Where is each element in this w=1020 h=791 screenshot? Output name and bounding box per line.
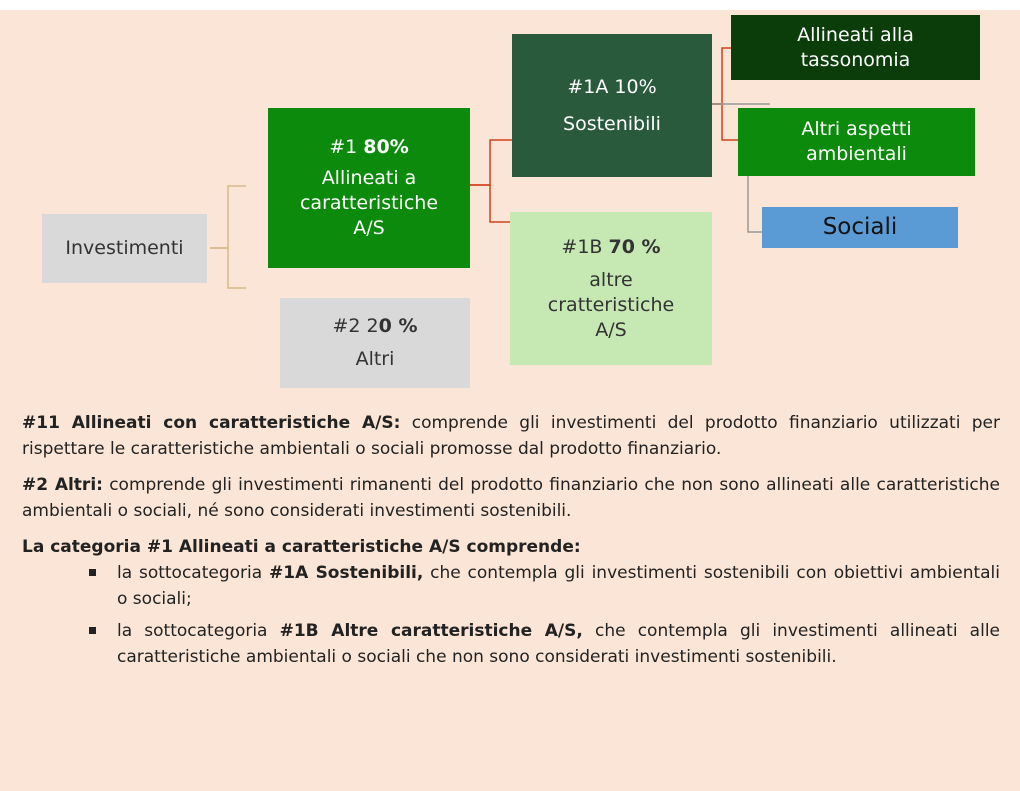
bullet: la sottocategoria #1B Altre caratteristi…	[89, 618, 1000, 670]
label: Altri aspetti	[801, 118, 912, 140]
code: #1B	[561, 235, 603, 258]
node: Investimenti	[42, 214, 207, 283]
bold: La categoria #1 Allineati a caratteristi…	[22, 537, 581, 557]
label: #2 20 %	[332, 314, 417, 339]
connectors	[210, 47, 770, 289]
pct: 0 %	[378, 315, 418, 337]
label: A/S	[595, 318, 627, 341]
label: #1A 10%	[567, 75, 657, 98]
pct: 80%	[363, 136, 409, 158]
bold: #2 Altri:	[22, 475, 103, 495]
node: #1B 70 % altre cratteristiche A/S	[510, 212, 712, 365]
label: #1 80%	[329, 135, 409, 160]
node: Altri aspetti ambientali	[738, 108, 975, 176]
node: Allineati alla tassonomia	[731, 15, 980, 80]
description: #11 Allineati con caratteristiche A/S: c…	[22, 410, 1000, 676]
node: #2 20 % Altri	[280, 298, 470, 388]
bold: #1B Altre caratteristiche A/S,	[279, 621, 583, 641]
label: A/S	[353, 217, 385, 239]
text: che contempla gli investimenti allineati…	[117, 621, 1000, 667]
code: #2 2	[332, 315, 379, 337]
bullet-list: la sottocategoria #1A Sostenibili, che c…	[22, 560, 1000, 670]
text: la sottocategoria	[117, 563, 269, 583]
node: #1A 10% Sostenibili	[512, 34, 712, 177]
node: #1 80% Allineati a caratteristiche A/S	[268, 108, 470, 268]
text: la sottocategoria	[117, 621, 280, 641]
label: Allineati alla	[797, 23, 914, 46]
label: Sociali	[822, 214, 898, 240]
pct: 70 %	[608, 235, 661, 258]
code: #1	[329, 136, 358, 158]
label: Allineati a	[321, 167, 417, 189]
label: caratteristiche	[299, 192, 439, 214]
label: altre	[589, 268, 633, 291]
bold: #1A Sostenibili,	[269, 563, 424, 583]
label: tassonomia	[800, 48, 911, 71]
label: #1B 70 %	[561, 235, 660, 260]
label: Investimenti	[65, 237, 184, 259]
bullet: la sottocategoria #1A Sostenibili, che c…	[89, 560, 1000, 612]
node: Sociali	[762, 207, 958, 248]
label: cratteristiche	[547, 293, 675, 316]
text: che contempla gli investimenti sostenibi…	[117, 563, 1000, 609]
bold: #11 Allineati con caratteristiche A/S:	[22, 413, 401, 433]
paragraph: #2 Altri: comprende gli investimenti rim…	[22, 472, 1000, 524]
text: comprende gli investimenti del prodotto …	[22, 413, 1000, 459]
label: Sostenibili	[563, 112, 661, 135]
paragraph: #11 Allineati con caratteristiche A/S: c…	[22, 410, 1000, 462]
label: Altri	[355, 348, 395, 370]
heading: La categoria #1 Allineati a caratteristi…	[22, 534, 1000, 560]
text: comprende gli investimenti rimanenti del…	[22, 475, 1000, 521]
label: ambientali	[806, 143, 907, 165]
